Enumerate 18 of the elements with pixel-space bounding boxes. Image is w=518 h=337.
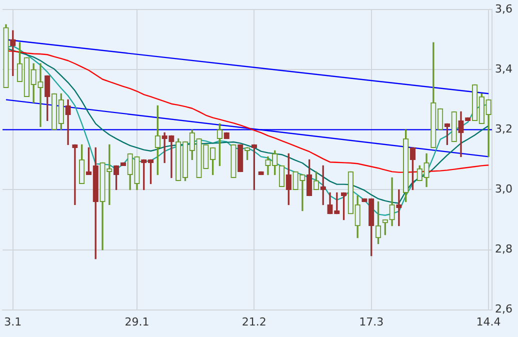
candlestick bbox=[38, 63, 44, 128]
x-tick-label: 3.1 bbox=[4, 315, 22, 328]
candlestick bbox=[65, 99, 71, 146]
y-tick-label: 2,8 bbox=[495, 242, 512, 256]
x-tick-label: 17.3 bbox=[359, 315, 384, 328]
y-tick-label: 3,6 bbox=[495, 2, 512, 16]
y-tick-label: 3,4 bbox=[495, 62, 512, 76]
candlestick bbox=[162, 132, 168, 164]
x-tick-label: 14.4 bbox=[476, 315, 501, 328]
y-tick-label: 3,0 bbox=[495, 182, 512, 196]
x-tick-label: 21.2 bbox=[242, 315, 266, 328]
y-tick-label: 2,6 bbox=[495, 302, 512, 316]
candlestick bbox=[300, 174, 306, 212]
y-tick-label: 3,2 bbox=[495, 122, 512, 136]
candlestick bbox=[72, 144, 78, 206]
x-tick-label: 29.1 bbox=[124, 315, 150, 328]
candlestick bbox=[396, 189, 402, 226]
candlestick bbox=[168, 135, 174, 178]
